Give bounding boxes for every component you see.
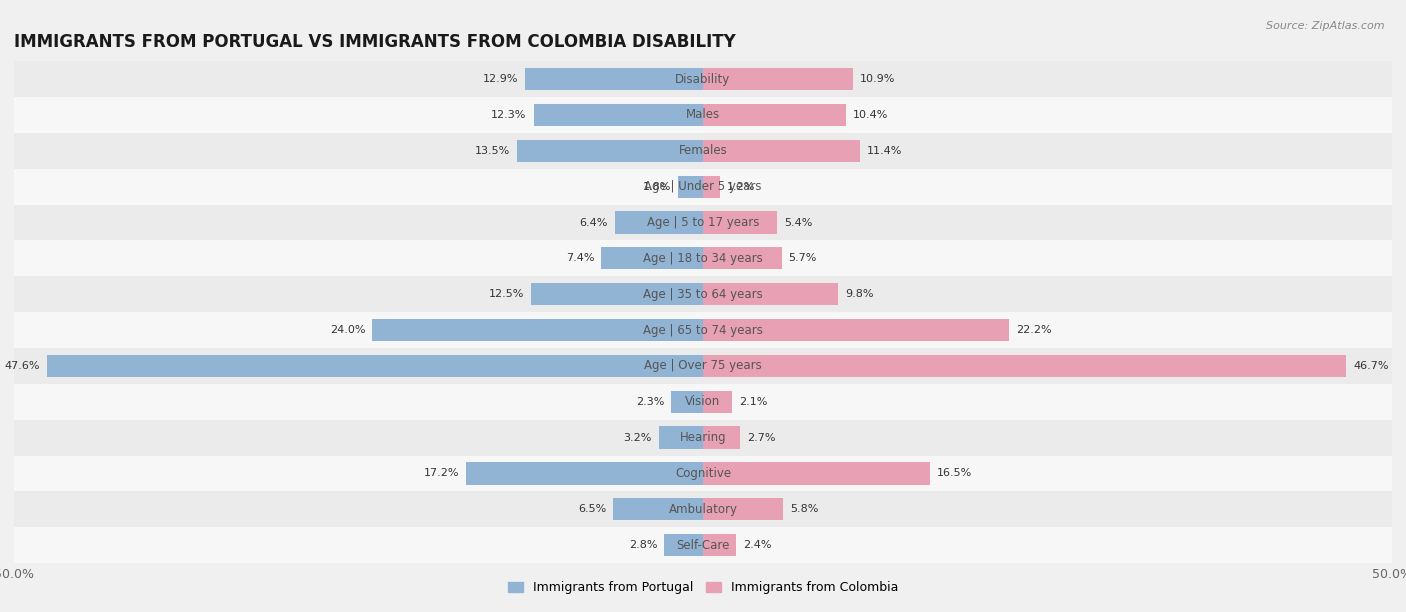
- Bar: [465, 462, 703, 485]
- Text: 17.2%: 17.2%: [423, 468, 460, 479]
- Text: 11.4%: 11.4%: [868, 146, 903, 156]
- Text: Hearing: Hearing: [679, 431, 727, 444]
- Bar: [517, 140, 703, 162]
- Text: 5.7%: 5.7%: [789, 253, 817, 263]
- Bar: [14, 169, 1392, 204]
- Text: IMMIGRANTS FROM PORTUGAL VS IMMIGRANTS FROM COLOMBIA DISABILITY: IMMIGRANTS FROM PORTUGAL VS IMMIGRANTS F…: [14, 33, 735, 51]
- Text: Self-Care: Self-Care: [676, 539, 730, 551]
- Text: 12.9%: 12.9%: [482, 74, 519, 84]
- Text: Age | Under 5 years: Age | Under 5 years: [644, 180, 762, 193]
- Text: 5.8%: 5.8%: [790, 504, 818, 514]
- Bar: [14, 527, 1392, 563]
- Bar: [14, 491, 1392, 527]
- Bar: [703, 104, 846, 126]
- Text: Vision: Vision: [685, 395, 721, 408]
- Text: 13.5%: 13.5%: [475, 146, 510, 156]
- Bar: [14, 420, 1392, 455]
- Text: Females: Females: [679, 144, 727, 157]
- Text: 12.5%: 12.5%: [488, 289, 524, 299]
- Bar: [703, 247, 782, 269]
- Text: Age | 65 to 74 years: Age | 65 to 74 years: [643, 324, 763, 337]
- Bar: [703, 355, 1347, 377]
- Text: 1.2%: 1.2%: [727, 182, 755, 192]
- Bar: [665, 534, 703, 556]
- Text: Males: Males: [686, 108, 720, 121]
- Bar: [14, 133, 1392, 169]
- Bar: [659, 427, 703, 449]
- Bar: [14, 97, 1392, 133]
- Text: 1.8%: 1.8%: [643, 182, 671, 192]
- Bar: [14, 348, 1392, 384]
- Text: 6.4%: 6.4%: [579, 217, 607, 228]
- Text: Age | Over 75 years: Age | Over 75 years: [644, 359, 762, 372]
- Bar: [678, 176, 703, 198]
- Bar: [703, 68, 853, 90]
- Bar: [14, 455, 1392, 491]
- Text: Cognitive: Cognitive: [675, 467, 731, 480]
- Text: 2.1%: 2.1%: [738, 397, 768, 407]
- Text: 2.3%: 2.3%: [636, 397, 665, 407]
- Bar: [703, 319, 1010, 341]
- Text: 10.9%: 10.9%: [860, 74, 896, 84]
- Text: 47.6%: 47.6%: [4, 361, 41, 371]
- Bar: [533, 104, 703, 126]
- Text: 46.7%: 46.7%: [1354, 361, 1389, 371]
- Bar: [14, 312, 1392, 348]
- Bar: [531, 283, 703, 305]
- Text: Age | 5 to 17 years: Age | 5 to 17 years: [647, 216, 759, 229]
- Text: 6.5%: 6.5%: [578, 504, 606, 514]
- Bar: [600, 247, 703, 269]
- Bar: [14, 61, 1392, 97]
- Text: 2.4%: 2.4%: [742, 540, 772, 550]
- Text: 16.5%: 16.5%: [938, 468, 973, 479]
- Text: 3.2%: 3.2%: [624, 433, 652, 442]
- Text: Age | 35 to 64 years: Age | 35 to 64 years: [643, 288, 763, 300]
- Text: Source: ZipAtlas.com: Source: ZipAtlas.com: [1267, 21, 1385, 31]
- Bar: [526, 68, 703, 90]
- Bar: [703, 211, 778, 234]
- Bar: [48, 355, 703, 377]
- Bar: [14, 276, 1392, 312]
- Legend: Immigrants from Portugal, Immigrants from Colombia: Immigrants from Portugal, Immigrants fro…: [503, 577, 903, 599]
- Bar: [703, 427, 740, 449]
- Bar: [613, 498, 703, 520]
- Bar: [614, 211, 703, 234]
- Bar: [703, 176, 720, 198]
- Bar: [373, 319, 703, 341]
- Bar: [703, 534, 737, 556]
- Bar: [671, 390, 703, 413]
- Bar: [703, 498, 783, 520]
- Text: 24.0%: 24.0%: [330, 325, 366, 335]
- Bar: [703, 390, 733, 413]
- Text: Ambulatory: Ambulatory: [668, 503, 738, 516]
- Text: 10.4%: 10.4%: [853, 110, 889, 120]
- Text: 2.8%: 2.8%: [628, 540, 658, 550]
- Text: Age | 18 to 34 years: Age | 18 to 34 years: [643, 252, 763, 265]
- Text: 5.4%: 5.4%: [785, 217, 813, 228]
- Bar: [14, 384, 1392, 420]
- Bar: [14, 204, 1392, 241]
- Text: 9.8%: 9.8%: [845, 289, 873, 299]
- Text: 12.3%: 12.3%: [491, 110, 527, 120]
- Text: Disability: Disability: [675, 73, 731, 86]
- Text: 22.2%: 22.2%: [1015, 325, 1052, 335]
- Bar: [703, 140, 860, 162]
- Text: 2.7%: 2.7%: [747, 433, 776, 442]
- Bar: [703, 462, 931, 485]
- Text: 7.4%: 7.4%: [565, 253, 595, 263]
- Bar: [14, 241, 1392, 276]
- Bar: [703, 283, 838, 305]
